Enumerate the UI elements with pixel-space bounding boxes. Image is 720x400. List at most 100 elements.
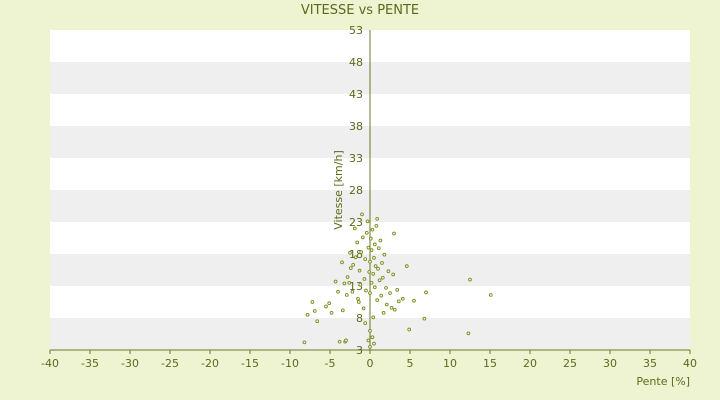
y-tick-label: 48 [349,56,363,69]
y-tick-label: 43 [349,88,363,101]
data-point [355,240,360,245]
data-point [359,250,364,254]
data-point [384,286,388,290]
data-point [352,226,357,231]
data-point [389,305,394,310]
data-point [370,335,375,340]
data-point [368,236,373,241]
data-point [407,327,412,332]
data-point [360,235,365,240]
x-tick-label: 25 [563,357,577,370]
x-tick-label: 15 [483,357,497,370]
y-tick-label: 23 [349,216,363,229]
data-point [381,311,386,315]
data-point [384,302,389,307]
data-point [375,298,380,302]
data-point [340,308,345,313]
x-tick-label: -30 [121,357,139,370]
data-point [382,252,387,257]
data-point [375,216,380,221]
data-point [366,338,371,343]
x-tick-label: -20 [201,357,219,370]
data-point [351,263,356,267]
data-point [356,296,360,301]
data-point [347,280,352,285]
data-point [353,255,358,260]
data-point [336,289,340,294]
data-point [302,340,307,345]
data-point [369,280,374,285]
y-tick-label: 28 [349,184,363,197]
data-point [388,291,392,295]
x-tick-label: 35 [643,357,657,370]
data-point [369,248,374,253]
data-point [364,231,369,235]
data-point [374,223,379,228]
y-tick-label: 3 [356,344,363,357]
data-point [324,304,328,309]
x-tick-label: -10 [281,357,299,370]
x-tick-label: -35 [81,357,99,370]
data-point [356,300,361,304]
data-point [348,266,353,270]
data-point [379,293,384,298]
data-point [357,268,362,273]
x-tick-label: 30 [603,357,617,370]
data-point [466,331,471,336]
data-point [372,255,376,260]
data-point [488,293,493,297]
data-point [344,293,349,297]
data-point [310,300,315,304]
data-point [368,259,372,264]
data-point [312,309,317,313]
y-tick-label: 8 [356,312,363,325]
data-point [371,271,376,276]
data-point [392,231,396,236]
data-point [424,290,428,295]
x-tick-label: -25 [161,357,179,370]
data-point [361,306,366,311]
data-point [400,296,405,301]
x-axis-label: Pente [%] [636,375,690,388]
data-point [368,291,372,295]
data-point [333,279,338,284]
data-point [358,282,363,287]
x-tick-label: 0 [367,357,374,370]
data-point [468,277,472,282]
data-point [396,299,401,304]
data-point [412,298,416,303]
data-point [378,238,383,243]
data-point [370,227,375,232]
data-point [376,266,380,271]
x-tick-label: -40 [41,357,59,370]
data-point [368,328,372,333]
y-axis-label: Vitesse [km/h] [332,150,345,230]
data-point [315,319,320,324]
y-tick-label: 33 [349,152,363,165]
data-point [368,344,372,349]
data-point [365,219,370,224]
data-point [360,212,364,217]
data-point [395,287,400,292]
data-point [342,281,347,286]
data-points [302,212,493,349]
data-point [367,270,372,274]
x-tick-label: 10 [443,357,457,370]
data-point [363,321,368,325]
data-point [372,242,377,247]
data-point [337,339,342,344]
x-tick-labels: -40 -35 -30 -25 -20 -15 -10 -5 0 5 10 15 20 25 30 35 40 [41,350,697,370]
data-point [392,307,397,312]
x-tick-label: 5 [407,357,414,370]
data-point [305,312,310,317]
data-point [373,264,378,269]
x-tick-label: -5 [325,357,336,370]
data-point [363,257,368,261]
data-point [362,277,367,281]
data-point [380,275,385,280]
y-tick-label: 18 [349,248,363,261]
data-point [350,289,355,294]
data-point [366,245,371,250]
